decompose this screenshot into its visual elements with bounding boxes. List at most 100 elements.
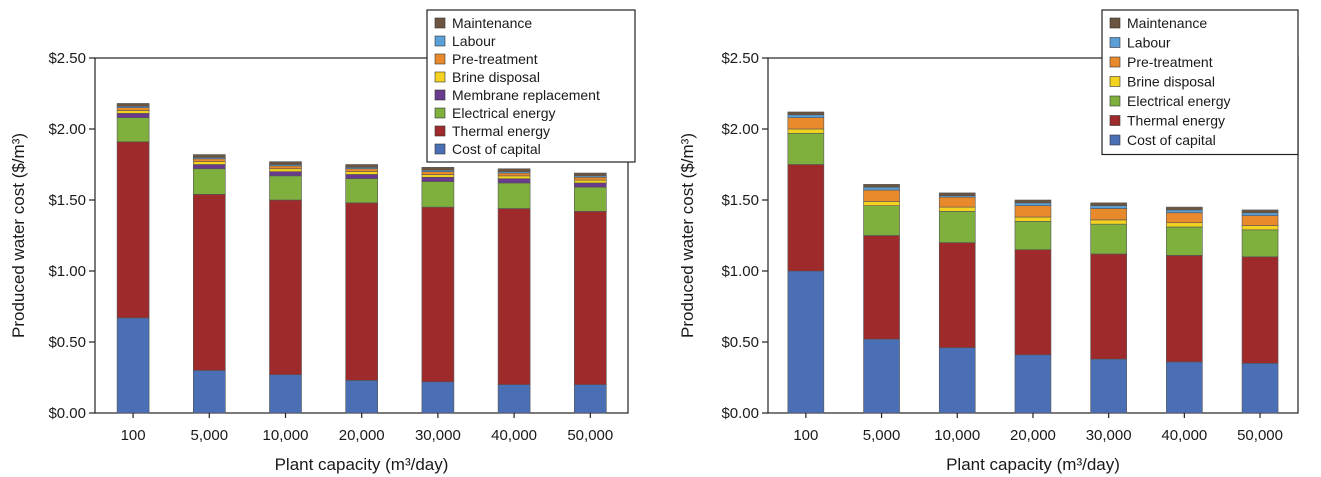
bar-segment-pre-treatment [863,189,900,202]
bar-segment-cost-of-capital [193,370,226,414]
bar-segment-cost-of-capital [863,338,900,414]
y-tick-label: $2.00 [721,121,759,138]
bar-segment-pre-treatment [1166,212,1203,224]
bar-segment-electrical-energy [573,186,607,212]
bar-segment-brine-disposal [1090,219,1127,225]
y-tick-label: $2.50 [48,50,86,67]
bar-segment-membrane-replacement [269,171,302,177]
bar-segment-thermal-energy [938,242,976,348]
legend-swatch [1109,95,1121,107]
legend-entry: Electrical energy [1127,93,1231,109]
x-tick-label: 10,000 [934,427,980,444]
x-tick-label: 20,000 [1010,427,1056,444]
bar-segment-brine-disposal [116,110,150,114]
bar-segment-maintenance [497,168,531,172]
bar-segment-pre-treatment [193,158,226,162]
bar-segment-cost-of-capital [1166,361,1203,414]
bar-segment-maintenance [193,154,226,158]
legend-entry: Pre-treatment [452,51,538,67]
bar-segment-pre-treatment [345,168,379,172]
bar-segment-pre-treatment [421,171,455,175]
bar-segment-thermal-energy [497,208,531,385]
bar-segment-electrical-energy [345,178,379,204]
legend-swatch [434,53,446,65]
bar-segment-thermal-energy [345,202,379,381]
legend-swatch [434,143,446,155]
bar-segment-brine-disposal [269,168,302,172]
chart-panel-1: $0.00 $0.50 $1.00 $1.50 $2.00 $2.50 100 5,000 10… [9,9,636,474]
bar-segment-electrical-energy [116,117,150,143]
y-tick-label: $1.50 [721,192,759,209]
bar-segment-labour [787,114,825,118]
bar-segment-brine-disposal [421,174,455,178]
legend-entry: Membrane replacement [452,87,600,103]
bar-segment-maintenance [116,103,150,107]
bar-segment-membrane-replacement [116,113,150,118]
bar-segment-pre-treatment [1241,215,1279,226]
y-axis-label: Produced water cost ($/m³) [678,133,697,338]
bar-segment-thermal-energy [863,235,900,340]
bar-segment-labour [1166,209,1203,214]
x-tick-label: 20,000 [339,427,385,444]
y-tick-label: $0.00 [721,405,759,422]
bar-segment-cost-of-capital [421,381,455,414]
bar-segment-brine-disposal [193,161,226,165]
bar-segment-cost-of-capital [1241,362,1279,414]
legend: Maintenance Labour Pre-treatment Brine disp… [1101,9,1299,156]
bar-segment-membrane-replacement [193,164,226,170]
legend-swatch [1109,37,1121,48]
bar-segment-cost-of-capital [787,270,825,414]
bar-segment-brine-disposal [573,179,607,184]
bar-segment-brine-disposal [1014,216,1052,222]
legend-swatch [434,17,446,29]
y-tick-label: $2.50 [721,50,759,67]
bar-segment-pre-treatment [269,165,302,170]
legend-box [1101,9,1299,156]
bar-segment-pre-treatment [787,117,825,130]
y-tick-label: $1.00 [721,263,759,280]
bar-segment-maintenance [1014,199,1052,204]
y-tick-label: $1.50 [48,192,86,209]
bar-segment-electrical-energy [421,181,455,208]
y-tick-label: $1.00 [48,263,86,280]
legend-swatch [1109,134,1121,146]
bar-segment-cost-of-capital [938,347,976,414]
bar-segment-brine-disposal [863,201,900,206]
bar-segment-thermal-energy [573,211,607,385]
bar-segment-membrane-replacement [421,176,455,182]
legend-swatch [1109,56,1121,68]
bar-segment-maintenance [1090,202,1127,206]
bar-segment-cost-of-capital [345,380,379,414]
bar-segment-pre-treatment [938,196,976,208]
bar-segment-brine-disposal [1241,225,1279,231]
legend-swatch [434,125,446,137]
bar-segment-brine-disposal [1166,222,1203,228]
y-tick-label: $0.50 [721,334,759,351]
bar-segment-maintenance [1241,209,1279,214]
bar-segment-brine-disposal [345,171,379,175]
bar-segment-brine-disposal [787,128,825,134]
legend-entry: Cost of capital [1127,132,1216,148]
y-tick-label: $0.00 [48,405,86,422]
legend-entry: Labour [1127,35,1171,51]
legend-swatch [1109,17,1121,29]
bar-segment-electrical-energy [1014,221,1052,251]
y-axis-label: Produced water cost ($/m³) [9,133,28,338]
bar-segment-membrane-replacement [573,182,607,188]
bar-segment-electrical-energy [497,182,531,209]
bar-segment-cost-of-capital [116,317,150,414]
legend-swatch [1109,115,1121,126]
x-tick-label: 100 [121,427,146,444]
bar-segment-pre-treatment [1014,205,1052,218]
bar-segment-maintenance [938,192,976,197]
bar-segment-maintenance [1166,206,1203,211]
legend: Maintenance Labour Pre-treatment Brine disp… [426,9,636,163]
legend-entry: Maintenance [1127,15,1207,31]
legend-entry: Maintenance [452,15,532,31]
legend-swatch [434,107,446,119]
x-tick-label: 50,000 [1237,427,1283,444]
bar-segment-thermal-energy [421,206,455,383]
x-tick-label: 100 [793,427,818,444]
bar-segment-pre-treatment [497,172,531,177]
bar-segment-pre-treatment [573,176,607,181]
